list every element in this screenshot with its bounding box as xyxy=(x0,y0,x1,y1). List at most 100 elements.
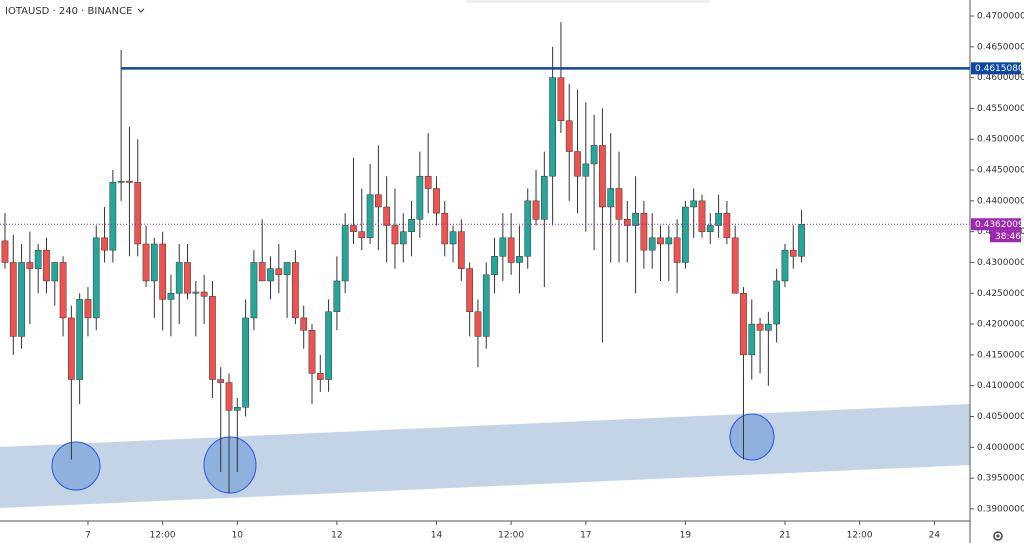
candle-body xyxy=(491,256,498,276)
candle-body xyxy=(267,268,274,282)
candle-body xyxy=(408,219,415,232)
candle-body xyxy=(690,200,698,208)
price-label-box xyxy=(971,218,1021,231)
settings-icon[interactable] xyxy=(993,531,1003,541)
candle-body xyxy=(507,237,515,263)
candle-body xyxy=(150,243,158,282)
x-tick-label: 10 xyxy=(232,531,244,541)
candle-body xyxy=(474,311,482,337)
candle-body xyxy=(184,262,191,294)
x-tick-label: 19 xyxy=(680,531,692,541)
candle-body xyxy=(341,225,349,282)
candle-body xyxy=(59,262,67,319)
candle-body xyxy=(607,188,615,208)
candle-body xyxy=(26,262,34,269)
candle-body xyxy=(159,243,166,300)
candle-body xyxy=(574,151,581,177)
candle-body xyxy=(740,293,747,356)
candle-body xyxy=(134,182,142,245)
candle-body xyxy=(375,194,382,208)
candle-body xyxy=(51,262,59,282)
candle-body xyxy=(789,249,797,257)
candle-body xyxy=(557,77,565,122)
candle-body xyxy=(698,200,706,232)
candle-body xyxy=(549,77,556,177)
countdown-label: 38:46 xyxy=(995,232,1021,242)
candle-body xyxy=(34,249,42,269)
candle-body xyxy=(126,180,133,183)
candle-body xyxy=(433,188,440,214)
candle-body xyxy=(623,219,631,226)
candle-body xyxy=(715,212,722,226)
candle-body xyxy=(599,145,606,208)
candle-body xyxy=(391,225,399,245)
candle-body xyxy=(765,323,772,331)
x-tick-label: 24 xyxy=(929,531,941,541)
candle-body xyxy=(225,382,233,411)
candle-body xyxy=(358,231,366,239)
x-tick-label: 12 xyxy=(331,531,342,541)
candle-body xyxy=(532,200,540,220)
chart-title: IOTAUSD · 240 · BINANCE xyxy=(5,6,132,17)
candle-body xyxy=(175,262,183,294)
candle-body xyxy=(632,212,639,226)
candle-body xyxy=(209,296,216,380)
candle-body xyxy=(748,323,756,356)
candle-body xyxy=(731,237,739,294)
candle-body xyxy=(325,311,332,380)
candle-body xyxy=(499,237,507,257)
x-tick-label: 12:00 xyxy=(150,531,176,541)
candle-body xyxy=(657,237,664,245)
x-tick-label: 14 xyxy=(431,531,443,541)
y-tick-label: 0.47000000 xyxy=(977,12,1024,22)
x-tick-label: 12:00 xyxy=(847,531,873,541)
candle-body xyxy=(441,212,449,245)
candle-body xyxy=(482,274,490,337)
candle-body xyxy=(292,262,299,319)
candle-body xyxy=(723,212,731,239)
candle-body xyxy=(275,268,283,276)
candle-body xyxy=(524,200,532,257)
candle-body xyxy=(217,379,225,383)
candle-body xyxy=(67,317,75,380)
candle-body xyxy=(18,262,25,337)
candle-body xyxy=(283,262,291,276)
candle-body xyxy=(449,231,457,245)
candle-body xyxy=(101,237,108,251)
price-label-box xyxy=(971,62,1021,75)
candle-body xyxy=(43,249,50,282)
x-tick-label: 12:00 xyxy=(498,531,524,541)
candle-body xyxy=(516,256,523,263)
candle-body xyxy=(590,145,598,165)
candle-body xyxy=(167,293,175,300)
candle-body xyxy=(640,212,648,251)
candle-body xyxy=(383,206,391,226)
candle-body xyxy=(117,180,125,183)
price-label: 0.46150808 xyxy=(975,64,1024,74)
candle-body xyxy=(1,240,9,263)
x-tick-label: 7 xyxy=(85,531,91,541)
candle-body xyxy=(798,224,805,257)
candle-body xyxy=(615,188,623,220)
candle-body xyxy=(200,291,208,297)
candle-body xyxy=(109,182,117,251)
candle-body xyxy=(457,231,465,269)
candle-body xyxy=(648,237,656,251)
candle-body xyxy=(76,299,84,380)
candle-body xyxy=(84,299,92,319)
candle-body xyxy=(565,120,573,152)
dropdown-icon[interactable] xyxy=(137,8,145,13)
candle-body xyxy=(233,407,241,411)
